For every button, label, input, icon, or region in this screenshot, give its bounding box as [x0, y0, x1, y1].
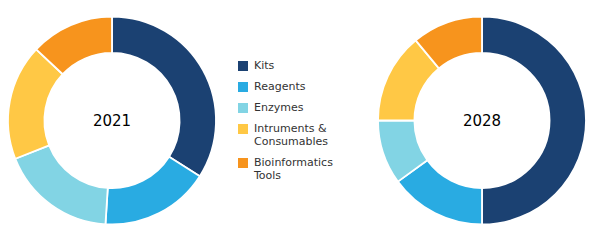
legend-swatch [238, 158, 248, 168]
chart: 2021 2028 Kits Reagents Enzymes Intruments &C… [0, 0, 601, 241]
donut-wedge [36, 17, 112, 75]
legend-label: Enzymes [254, 101, 304, 114]
donut [8, 17, 216, 225]
background [0, 0, 601, 241]
donut-wedge [378, 121, 427, 182]
legend-label: Kits [254, 59, 275, 72]
center-label: 2021 [93, 112, 131, 130]
legend-label: Intruments &Consumables [254, 122, 328, 148]
donut-wedge [416, 17, 482, 69]
legend-swatch [238, 124, 248, 134]
legend: Kits Reagents Enzymes Intruments &Consumabl… [238, 59, 333, 182]
legend-label: Reagents [254, 80, 306, 93]
legend-swatch [238, 82, 248, 92]
center-label: 2028 [463, 112, 501, 130]
donut-wedge [105, 157, 199, 225]
donut-wedge [112, 17, 216, 177]
donut-wedge [15, 145, 107, 224]
legend-swatch [238, 61, 248, 71]
legend-swatch [238, 103, 248, 113]
legend-label: BioinformaticsTools [253, 156, 333, 182]
donut [378, 17, 586, 225]
